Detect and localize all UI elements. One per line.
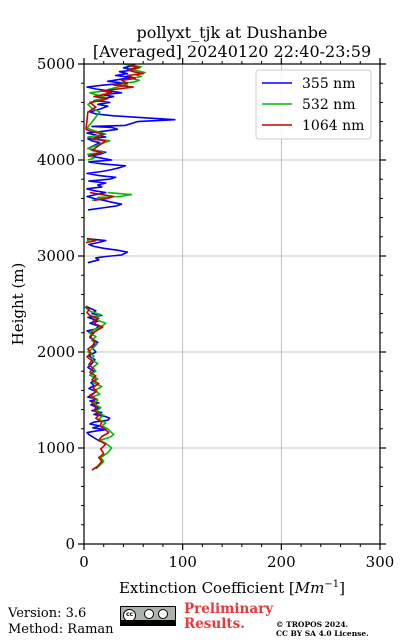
chart-title: pollyxt_tjk at Dushanbe bbox=[136, 23, 327, 42]
preliminary-line-1: Preliminary bbox=[184, 601, 274, 617]
series-line-1064-nm bbox=[85, 63, 144, 157]
data-series bbox=[84, 63, 176, 471]
x-tick-label: 0 bbox=[79, 553, 89, 571]
y-axis-label: Height (m) bbox=[9, 263, 27, 346]
x-axis-label-unit-exponent: −1 bbox=[324, 579, 339, 590]
attribution-icon bbox=[144, 609, 154, 619]
legend-label-1064-nm: 1064 nm bbox=[302, 118, 364, 134]
y-tick-label: 5000 bbox=[37, 55, 75, 73]
legend-label-355-nm: 355 nm bbox=[302, 76, 355, 92]
y-tick-label: 4000 bbox=[37, 151, 75, 169]
series-line-355-nm bbox=[86, 237, 129, 264]
x-axis-label-tail: ] bbox=[339, 579, 345, 597]
x-axis-label-unit: Mm bbox=[294, 579, 325, 597]
preliminary-results-notice: Preliminary Results. bbox=[184, 602, 273, 632]
plot-frame bbox=[83, 63, 381, 545]
series-line-1064-nm bbox=[89, 191, 115, 202]
x-tick-label: 300 bbox=[366, 553, 395, 571]
cc-license-badge: cc bbox=[120, 606, 176, 626]
series-line-532-nm bbox=[86, 63, 146, 161]
x-tick-label: 100 bbox=[168, 553, 197, 571]
y-tick-label: 2000 bbox=[37, 343, 75, 361]
axis-ticks bbox=[78, 58, 386, 550]
y-tick-label: 0 bbox=[65, 535, 75, 553]
y-tick-label: 1000 bbox=[37, 439, 75, 457]
cc-logo-icon: cc bbox=[123, 609, 136, 622]
series-line-1064-nm bbox=[84, 306, 110, 471]
legend-label-532-nm: 532 nm bbox=[302, 97, 355, 113]
y-tick-label: 3000 bbox=[37, 247, 75, 265]
series-line-532-nm bbox=[85, 305, 115, 470]
x-axis-label-text: Extinction Coefficient [ bbox=[119, 579, 295, 597]
series-line-355-nm bbox=[86, 63, 176, 211]
badge-strip bbox=[121, 620, 175, 625]
preliminary-line-2: Results. bbox=[184, 616, 245, 632]
copyright-line-2: CC BY SA 4.0 License. bbox=[276, 629, 369, 638]
series-line-355-nm bbox=[85, 305, 111, 442]
copyright-notice: © TROPOS 2024. CC BY SA 4.0 License. bbox=[276, 620, 369, 638]
method-label: Method: Raman bbox=[8, 622, 114, 637]
x-axis-label: Extinction Coefficient [Mm−1] bbox=[119, 579, 345, 597]
grid-lines bbox=[84, 64, 380, 544]
chart-legend: 355 nm 532 nm 1064 nm bbox=[255, 69, 372, 140]
share-alike-icon bbox=[158, 609, 168, 619]
version-label: Version: 3.6 bbox=[8, 606, 87, 621]
chart-subtitle: [Averaged] 20240120 22:40-23:59 bbox=[93, 42, 371, 61]
copyright-line-1: © TROPOS 2024. bbox=[276, 620, 349, 629]
x-tick-label: 200 bbox=[267, 553, 296, 571]
series-line-1064-nm bbox=[85, 237, 97, 244]
legend-box bbox=[255, 69, 372, 140]
